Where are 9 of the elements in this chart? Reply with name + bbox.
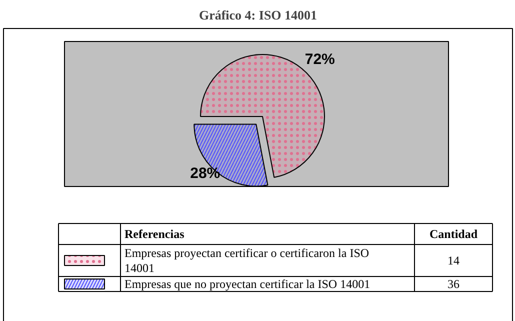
text: 36 (448, 277, 460, 291)
chart-title: Gráfico 4: ISO 14001 (198, 8, 318, 22)
data-label: 28% (190, 165, 220, 182)
text: 14 (448, 254, 460, 268)
legend-label: Empresas proyectan certificar o certificaron la ISO 14001 (124, 246, 370, 276)
data-label: 72% (304, 50, 335, 68)
text: Cantidad (429, 227, 478, 241)
legend-label: Empresas que no proyectan certificar la ISO 14001 (124, 277, 370, 291)
legend-title: Referencias (124, 227, 185, 241)
